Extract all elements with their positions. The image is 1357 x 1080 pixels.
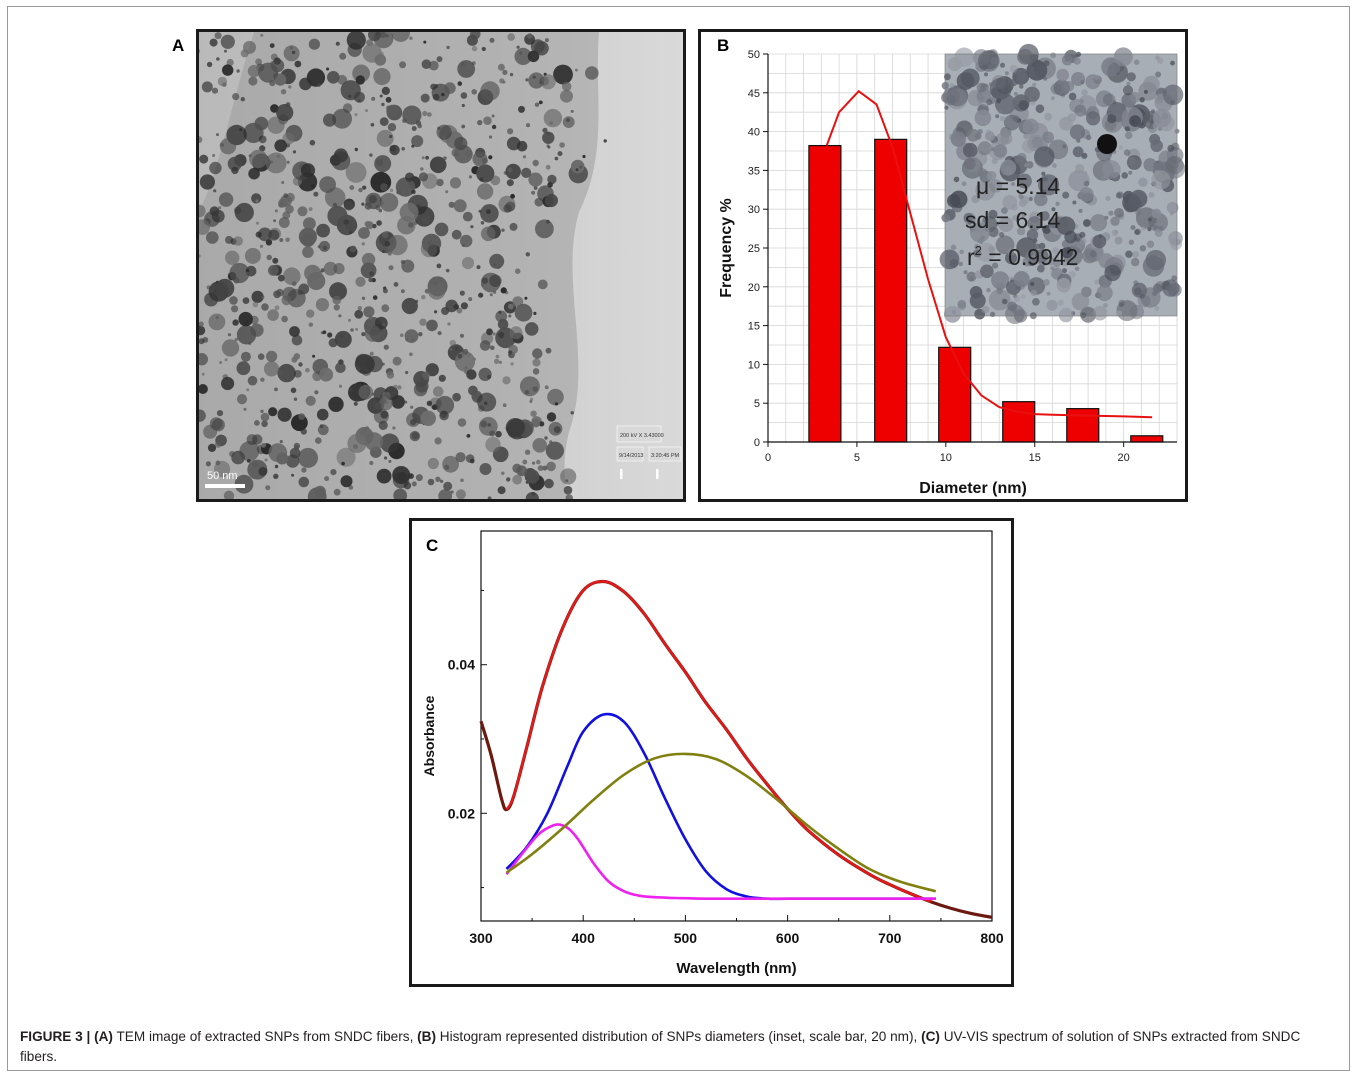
histogram-ytick-label: 40	[748, 127, 760, 139]
panel-c-label: C	[426, 536, 439, 555]
inset-tem-image	[939, 43, 1185, 324]
figure-frame	[7, 6, 1350, 1071]
caption-c-tag: (C)	[921, 1029, 940, 1044]
spectrum-xtick-label: 300	[469, 930, 493, 946]
spectrum-ytick-label: 0.04	[448, 657, 475, 673]
caption-b-text: Histogram represented distribution of SN…	[436, 1029, 922, 1044]
tem-info-time: 3:20:45 PM	[651, 453, 680, 459]
spectrum-y-axis-label: Absorbance	[421, 695, 437, 776]
histogram-ytick-label: 20	[748, 282, 760, 294]
histogram-bar-1	[808, 144, 842, 443]
spectrum-fit-sum-line	[505, 580, 932, 903]
tem-info-date: 9/14/2013	[619, 453, 643, 459]
histogram-bar-3	[938, 346, 972, 443]
spectrum-xtick-label: 600	[776, 930, 800, 946]
inset-sd: sd = 6.14	[965, 207, 1060, 233]
spectrum-xtick-label: 400	[572, 930, 596, 946]
scale-bar-label: 50 nm	[207, 470, 238, 482]
histogram-ytick-label: 0	[754, 437, 760, 449]
histogram-ytick-label: 45	[748, 88, 760, 100]
histogram-xtick-label: 15	[1029, 452, 1041, 464]
spectrum-xtick-label: 800	[980, 930, 1004, 946]
histogram-xtick-label: 5	[854, 452, 860, 464]
histogram-ytick-label: 30	[748, 204, 760, 216]
caption-c-text: UV-VIS spectrum of solution of SNPs extr…	[20, 1029, 1301, 1064]
histogram-y-axis-label: Frequency %	[718, 198, 735, 298]
histogram-bar-6	[1130, 435, 1164, 443]
histogram-x-axis-label: Diameter (nm)	[919, 480, 1027, 497]
spectrum-xtick-label: 500	[674, 930, 698, 946]
caption-b-tag: (B)	[417, 1029, 436, 1044]
gaussian-peak-olive-line	[505, 752, 937, 893]
inset-mu: μ = 5.14	[976, 173, 1060, 199]
uv-vis-chart: 300 400 500 600 700 800 0.02 0.04 Wavelength (nm…	[421, 530, 1004, 977]
histogram-ytick-label: 10	[748, 359, 760, 371]
histogram-bar-4	[1002, 401, 1036, 443]
panel-a-label: A	[172, 36, 185, 55]
spectrum-x-axis-label: Wavelength (nm)	[676, 960, 796, 977]
gaussian-peak-magenta-line	[505, 823, 936, 901]
caption-a-text: TEM image of extracted SNPs from SNDC fi…	[112, 1029, 418, 1044]
caption-lead: FIGURE 3 |	[20, 1029, 95, 1044]
scale-bar-line	[205, 484, 245, 488]
inset-r2: r2 = 0.9942	[967, 243, 1078, 270]
histogram-ytick-label: 5	[754, 398, 760, 410]
spectrum-ytick-label: 0.02	[448, 805, 475, 821]
spectrum-xtick-label: 700	[878, 930, 902, 946]
tem-info-kv: 200 kV X 3.43000	[620, 433, 664, 439]
panel-c-spectrum: 300 400 500 600 700 800 0.02 0.04 Wavelength (nm…	[409, 518, 1014, 987]
histogram-bar-2	[874, 138, 908, 443]
histogram-fit-curve	[825, 89, 1153, 419]
histogram-ytick-label: 50	[748, 49, 760, 61]
histogram-bar-5	[1066, 408, 1100, 443]
histogram-xtick-label: 0	[765, 452, 771, 464]
panel-b-label: B	[717, 36, 730, 55]
histogram-chart: 0 5 10 15 20 25 30 35 40 45 50 0 5 10 15 20 Diameter (nm…	[718, 43, 1185, 497]
histogram-xtick-label: 20	[1118, 452, 1130, 464]
caption-a-tag: (A)	[94, 1029, 113, 1044]
tem-micrograph: 50 nm 200 kV X 3.43000 9/14/2013 3:20:45…	[199, 32, 683, 499]
histogram-xtick-label: 10	[940, 452, 952, 464]
histogram-ytick-label: 35	[748, 165, 760, 177]
histogram-ytick-label: 15	[748, 321, 760, 333]
histogram-ytick-label: 25	[748, 243, 760, 255]
panel-a-tem-image: 50 nm 200 kV X 3.43000 9/14/2013 3:20:45…	[196, 29, 686, 502]
panel-b-histogram: 0 5 10 15 20 25 30 35 40 45 50 0 5 10 15 20 Diameter (nm…	[698, 29, 1188, 502]
figure-caption: FIGURE 3 | (A) TEM image of extracted SN…	[20, 1027, 1320, 1067]
spectrum-measured-line	[479, 579, 993, 919]
